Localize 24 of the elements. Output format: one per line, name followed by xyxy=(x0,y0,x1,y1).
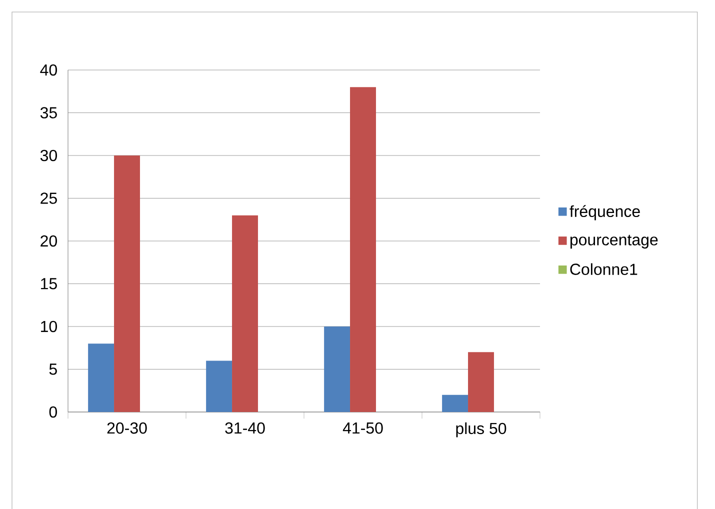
bar xyxy=(442,394,468,412)
y-tick-label: 30 xyxy=(40,150,57,162)
legend-label: Colonne1 xyxy=(570,263,638,275)
bar xyxy=(88,344,114,412)
y-tick-label: 10 xyxy=(41,320,57,332)
y-tick-label: 5 xyxy=(49,364,57,375)
y-tick-label: 35 xyxy=(40,107,57,118)
x-tick-label: 20-30 xyxy=(107,422,147,434)
legend-label: pourcentage xyxy=(570,234,658,249)
x-tick-label: plus 50 xyxy=(456,422,506,438)
y-tick-label: 40 xyxy=(40,64,57,76)
y-tick-label: 25 xyxy=(40,192,57,204)
y-tick-label: 15 xyxy=(41,278,57,290)
bar xyxy=(324,326,350,412)
x-tick-label: 41-50 xyxy=(342,422,383,434)
bar xyxy=(350,87,376,412)
x-tick-label: 31-40 xyxy=(225,422,265,434)
y-tick-label: 20 xyxy=(40,235,57,247)
bar xyxy=(206,360,232,412)
legend-label: fréquence xyxy=(570,205,640,220)
bar xyxy=(114,155,140,412)
y-tick-label: 0 xyxy=(49,406,57,418)
bar xyxy=(232,215,258,412)
bar xyxy=(468,352,494,412)
